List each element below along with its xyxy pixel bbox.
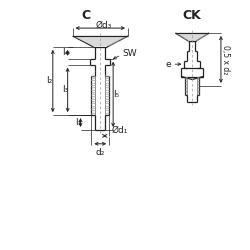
Text: SW: SW	[122, 49, 137, 58]
Text: 0,5 x d₂: 0,5 x d₂	[221, 45, 230, 74]
Text: Ød₃: Ød₃	[96, 20, 112, 30]
Text: d₂: d₂	[96, 148, 105, 157]
Text: l₁: l₁	[76, 118, 82, 127]
Text: Ød₁: Ød₁	[111, 126, 128, 135]
Text: l₃: l₃	[62, 86, 69, 94]
Text: l₅: l₅	[113, 90, 119, 99]
Text: CK: CK	[183, 9, 202, 22]
Text: l₂: l₂	[46, 76, 52, 86]
Text: C: C	[82, 9, 91, 22]
Text: e: e	[166, 60, 172, 69]
Text: l₄: l₄	[62, 48, 69, 57]
